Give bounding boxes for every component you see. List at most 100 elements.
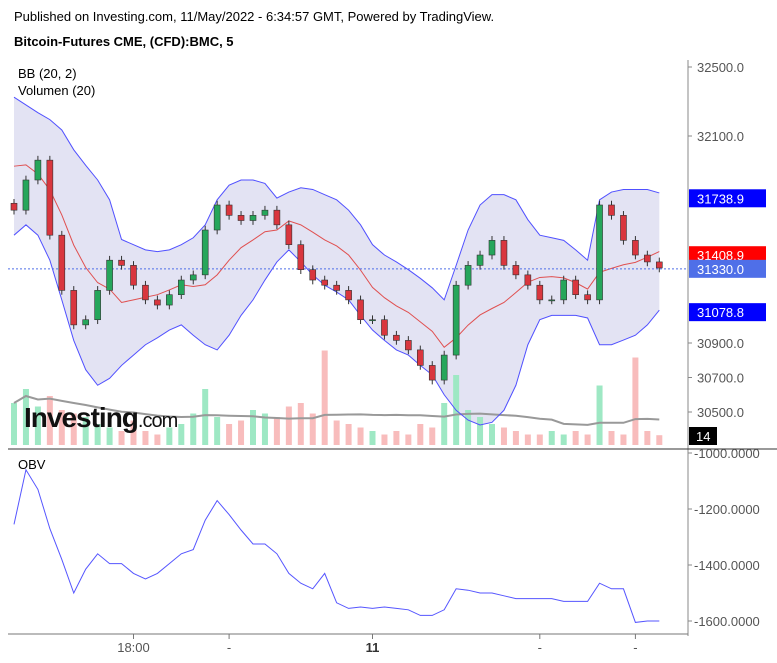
legend-bb[interactable]: BB (20, 2) bbox=[18, 66, 77, 81]
candle bbox=[297, 244, 305, 270]
candle bbox=[428, 365, 436, 381]
price-badge bbox=[689, 189, 766, 208]
bb-middle-line bbox=[13, 164, 660, 349]
legend-obv[interactable]: OBV bbox=[18, 457, 46, 472]
volume-bar bbox=[190, 413, 197, 445]
volume-bar bbox=[465, 410, 472, 445]
candle bbox=[524, 274, 532, 286]
volume-bar bbox=[405, 434, 412, 445]
volume-bar bbox=[321, 350, 328, 445]
time-tick-label: - bbox=[538, 640, 542, 655]
price-badge-label: 31078.8 bbox=[697, 305, 744, 320]
candle bbox=[381, 319, 388, 336]
candle bbox=[369, 319, 376, 322]
candle bbox=[560, 279, 568, 301]
volume-bar bbox=[273, 417, 280, 445]
time-tick-label: 11 bbox=[366, 640, 380, 655]
volume-bar bbox=[429, 427, 436, 445]
candle bbox=[237, 215, 245, 221]
volume-bar bbox=[130, 420, 137, 445]
candle bbox=[82, 319, 89, 326]
volume-bar bbox=[572, 431, 579, 445]
volume-bar bbox=[70, 413, 77, 445]
volume-bar bbox=[34, 406, 41, 445]
volume-bar bbox=[166, 427, 173, 445]
candle bbox=[94, 290, 101, 321]
candle bbox=[416, 349, 424, 366]
obv-tick-label: -1600.0000 bbox=[694, 614, 760, 629]
obv-tick-label: -1200.0000 bbox=[694, 502, 760, 517]
candle bbox=[249, 215, 257, 221]
candle bbox=[118, 259, 125, 266]
candle bbox=[644, 254, 651, 263]
price-badge-label: 31738.9 bbox=[697, 191, 744, 206]
volume-bar bbox=[309, 413, 316, 445]
candle bbox=[620, 215, 627, 241]
candle bbox=[357, 299, 364, 321]
candle bbox=[488, 240, 496, 256]
candle bbox=[512, 265, 520, 276]
candle bbox=[70, 290, 78, 326]
candle bbox=[189, 274, 197, 281]
volume-bar bbox=[536, 434, 543, 445]
price-tick-label: 32100.0 bbox=[697, 129, 744, 144]
time-tick-label: - bbox=[633, 640, 637, 655]
volume-bar bbox=[238, 420, 245, 445]
bb-upper-line bbox=[13, 96, 660, 301]
volume-bar bbox=[381, 434, 388, 445]
volume-bar bbox=[620, 434, 627, 445]
volume-bar bbox=[11, 403, 17, 445]
candle bbox=[130, 265, 137, 286]
candle bbox=[106, 259, 113, 291]
candle bbox=[178, 279, 185, 296]
investing-logo: Investing.com bbox=[24, 402, 178, 433]
volume-bar bbox=[106, 427, 113, 445]
price-tick-label: 30700.0 bbox=[697, 371, 744, 386]
candle bbox=[10, 202, 18, 211]
candle bbox=[321, 279, 329, 286]
volume-bar bbox=[226, 424, 233, 445]
volume-ma-line bbox=[13, 394, 660, 426]
volume-bar bbox=[584, 434, 591, 445]
candle bbox=[440, 354, 448, 381]
candle bbox=[608, 204, 615, 216]
candle bbox=[46, 159, 54, 236]
time-tick-label: - bbox=[227, 640, 231, 655]
volume-bar bbox=[369, 431, 376, 445]
volume-bar bbox=[632, 357, 639, 445]
volume-bar bbox=[393, 431, 400, 445]
volume-bar bbox=[524, 434, 531, 445]
volume-badge bbox=[689, 427, 717, 445]
volume-bar bbox=[608, 431, 615, 445]
candle bbox=[345, 290, 352, 301]
volume-bar bbox=[548, 431, 555, 445]
candle bbox=[655, 261, 663, 269]
volume-bar bbox=[656, 435, 663, 445]
volume-bar bbox=[596, 385, 603, 445]
candle bbox=[405, 340, 412, 351]
volume-bar bbox=[644, 431, 651, 445]
volume-bar bbox=[333, 420, 340, 445]
obv-line bbox=[13, 468, 660, 623]
candle bbox=[58, 234, 66, 291]
volume-bar bbox=[500, 427, 507, 445]
price-badge bbox=[689, 303, 766, 322]
candle bbox=[632, 240, 639, 256]
price-tick-label: 32500.0 bbox=[697, 60, 744, 75]
volume-bar bbox=[417, 424, 424, 445]
candle bbox=[34, 159, 42, 181]
price-tick-label: 30900.0 bbox=[697, 336, 744, 351]
volume-bar bbox=[297, 403, 304, 445]
candle bbox=[572, 279, 579, 296]
legend-volume[interactable]: Volumen (20) bbox=[18, 83, 96, 98]
candle bbox=[154, 299, 161, 306]
candle bbox=[201, 229, 209, 276]
volume-bar bbox=[82, 417, 89, 445]
candle bbox=[548, 299, 556, 302]
candle bbox=[596, 204, 603, 301]
volume-bar bbox=[441, 403, 448, 445]
candle bbox=[309, 269, 317, 281]
published-note: Published on Investing.com, 11/May/2022 … bbox=[14, 9, 495, 24]
